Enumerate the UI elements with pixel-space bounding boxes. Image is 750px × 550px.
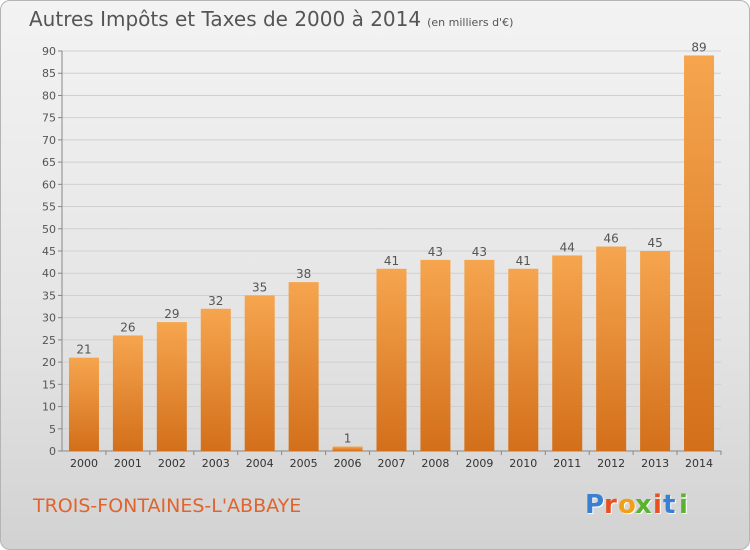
data-label: 32	[208, 294, 223, 308]
y-tick-label: 25	[42, 334, 56, 347]
y-tick-label: 15	[42, 378, 56, 391]
bar	[112, 335, 143, 451]
bar	[156, 322, 187, 451]
x-tick-label: 2008	[421, 457, 449, 470]
chart-unit: (en milliers d'€)	[427, 16, 514, 29]
bar	[68, 357, 99, 451]
x-tick-labels: 2000 2001 2002 2003 2004 2005 2006 2007 2008 2009…	[70, 451, 722, 470]
data-label: 29	[164, 307, 179, 321]
data-label: 44	[560, 240, 575, 254]
data-label: 43	[472, 245, 487, 259]
y-tick-label: 0	[49, 445, 56, 458]
commune-name: TROIS-FONTAINES-L'ABBAYE	[33, 495, 302, 517]
x-tick-label: 2010	[509, 457, 537, 470]
x-tick-label: 2012	[597, 457, 625, 470]
y-tick-label: 45	[42, 245, 56, 258]
y-tick-label: 65	[42, 156, 56, 169]
data-label: 38	[296, 267, 311, 281]
x-tick-label: 2002	[158, 457, 186, 470]
x-tick-label: 2011	[553, 457, 581, 470]
bar	[376, 268, 407, 451]
bar	[200, 308, 231, 451]
logo-letter: i	[653, 490, 662, 520]
y-tick-label: 10	[42, 401, 56, 414]
x-tick-label: 2007	[378, 457, 406, 470]
bar	[332, 446, 363, 451]
x-tick-label: 2000	[70, 457, 98, 470]
y-tick-label: 70	[42, 134, 56, 147]
data-label: 35	[252, 280, 267, 294]
data-label: 21	[76, 343, 91, 357]
bar	[464, 259, 495, 451]
y-tick-label: 55	[42, 201, 56, 214]
y-tick-label: 80	[42, 89, 56, 102]
x-tick-label: 2014	[685, 457, 713, 470]
x-tick-label: 2013	[641, 457, 669, 470]
chart-title: Autres Impôts et Taxes de 2000 à 2014 (en…	[29, 7, 513, 31]
y-tick-label: 90	[42, 45, 56, 58]
logo-letter: t	[663, 490, 676, 520]
y-tick-label: 50	[42, 223, 56, 236]
y-tick-labels: 0 5 10 15 20 25 30 35 40 45 50 55 60 65 70 75 80 85 90	[42, 45, 62, 458]
data-label: 89	[691, 40, 706, 54]
y-tick-label: 20	[42, 356, 56, 369]
logo-letter: o	[618, 490, 636, 520]
y-tick-label: 60	[42, 178, 56, 191]
bar	[244, 295, 275, 451]
x-tick-label: 2006	[334, 457, 362, 470]
x-tick-label: 2003	[202, 457, 230, 470]
bar	[552, 255, 583, 451]
data-labels: 21 26 29 32 35 38 1 41 43 43 41 44 46 45 89	[76, 40, 706, 445]
bar	[640, 251, 671, 451]
logo-letter: x	[635, 490, 652, 520]
data-label: 26	[120, 320, 135, 334]
y-tick-label: 75	[42, 112, 56, 125]
x-tick-label: 2005	[290, 457, 318, 470]
bar	[420, 259, 451, 451]
logo-letter: r	[604, 490, 617, 520]
logo-letter: i	[679, 490, 688, 520]
x-tick-label: 2004	[246, 457, 274, 470]
data-label: 41	[516, 254, 531, 268]
y-tick-label: 40	[42, 267, 56, 280]
data-label: 46	[604, 232, 619, 246]
bar	[288, 282, 319, 451]
logo-letter: P	[585, 490, 605, 520]
y-tick-label: 30	[42, 312, 56, 325]
y-tick-label: 35	[42, 289, 56, 302]
data-label: 43	[428, 245, 443, 259]
x-tick-label: 2009	[465, 457, 493, 470]
x-tick-label: 2001	[114, 457, 142, 470]
chart-title-text: Autres Impôts et Taxes de 2000 à 2014	[29, 7, 422, 31]
data-label: 1	[344, 432, 352, 446]
data-label: 41	[384, 254, 399, 268]
bar	[684, 55, 715, 451]
y-tick-label: 85	[42, 67, 56, 80]
bar	[596, 246, 627, 451]
bars	[68, 55, 715, 451]
data-label: 45	[647, 236, 662, 250]
y-tick-label: 5	[49, 423, 56, 436]
bar	[508, 268, 539, 451]
